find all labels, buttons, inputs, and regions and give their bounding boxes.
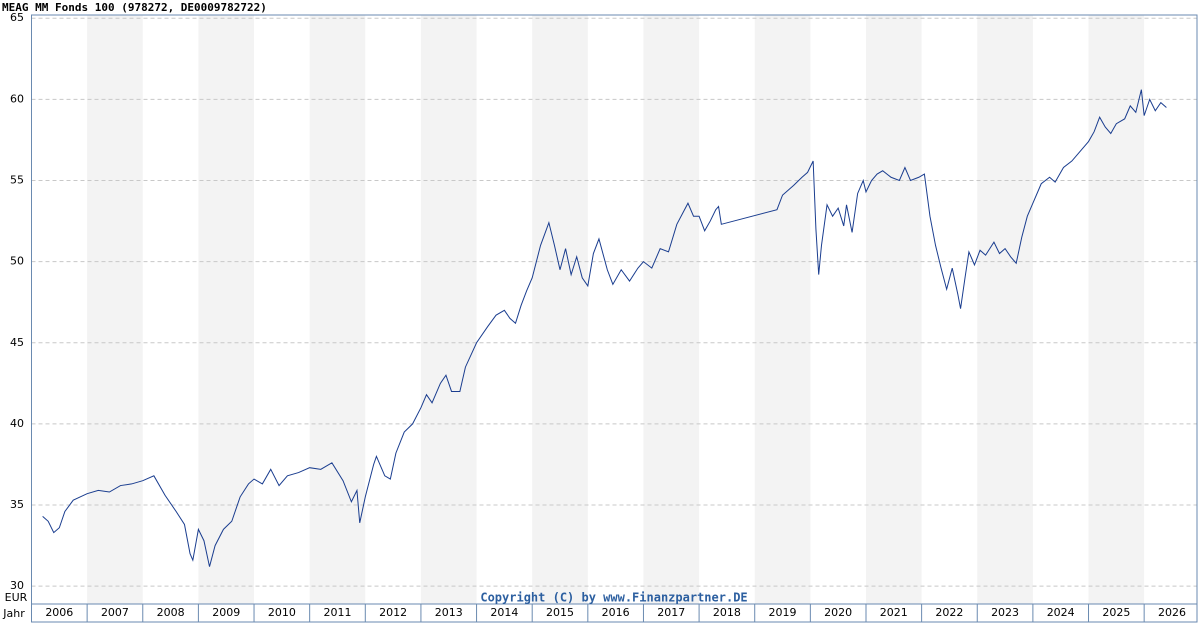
year-band bbox=[754, 15, 811, 604]
year-band bbox=[87, 15, 143, 604]
y-tick-label: 65 bbox=[10, 11, 24, 24]
x-tick-label: 2017 bbox=[657, 606, 685, 619]
x-tick-label: 2011 bbox=[323, 606, 351, 619]
x-tick-label: 2007 bbox=[101, 606, 129, 619]
y-tick-label: 30 bbox=[10, 579, 24, 592]
copyright: Copyright (C) by www.Finanzpartner.DE bbox=[480, 591, 747, 605]
year-band bbox=[643, 15, 700, 604]
chart-title: MEAG MM Fonds 100 (978272, DE0009782722) bbox=[2, 1, 267, 14]
x-tick-label: 2006 bbox=[45, 606, 73, 619]
x-tick-label: 2008 bbox=[157, 606, 185, 619]
year-band bbox=[420, 15, 477, 604]
x-tick-label: 2020 bbox=[824, 606, 852, 619]
year-band bbox=[1088, 15, 1145, 604]
y-tick-label: 45 bbox=[10, 336, 24, 349]
x-tick-label: 2021 bbox=[880, 606, 908, 619]
price-line bbox=[42, 89, 1167, 567]
x-tick-label: 2016 bbox=[602, 606, 630, 619]
y-tick-label: 40 bbox=[10, 417, 24, 430]
x-tick-label: 2018 bbox=[713, 606, 741, 619]
x-tick-label: 2014 bbox=[490, 606, 518, 619]
x-tick-label: 2023 bbox=[991, 606, 1019, 619]
x-tick-label: 2013 bbox=[435, 606, 463, 619]
year-band bbox=[532, 15, 588, 604]
plot-frame bbox=[31, 14, 1198, 623]
y-tick-label: 35 bbox=[10, 498, 24, 511]
y-tick-label: 50 bbox=[10, 255, 24, 268]
year-band bbox=[977, 15, 1033, 604]
x-tick-label: 2015 bbox=[546, 606, 574, 619]
x-tick-label: 2012 bbox=[379, 606, 407, 619]
x-tick-label: 2009 bbox=[212, 606, 240, 619]
y-tick-label: 55 bbox=[10, 174, 24, 187]
year-band bbox=[309, 15, 366, 604]
x-tick-label: 2022 bbox=[935, 606, 963, 619]
y-tick-label: 60 bbox=[10, 92, 24, 105]
x-tick-label: 2025 bbox=[1102, 606, 1130, 619]
x-tick-label: 2019 bbox=[769, 606, 797, 619]
y-axis-label: EUR bbox=[5, 591, 28, 604]
year-band bbox=[198, 15, 255, 604]
x-axis-label: Jahr bbox=[2, 607, 25, 620]
x-tick-label: 2010 bbox=[268, 606, 296, 619]
year-band bbox=[865, 15, 922, 604]
x-tick-label: 2026 bbox=[1158, 606, 1186, 619]
x-tick-label: 2024 bbox=[1047, 606, 1075, 619]
